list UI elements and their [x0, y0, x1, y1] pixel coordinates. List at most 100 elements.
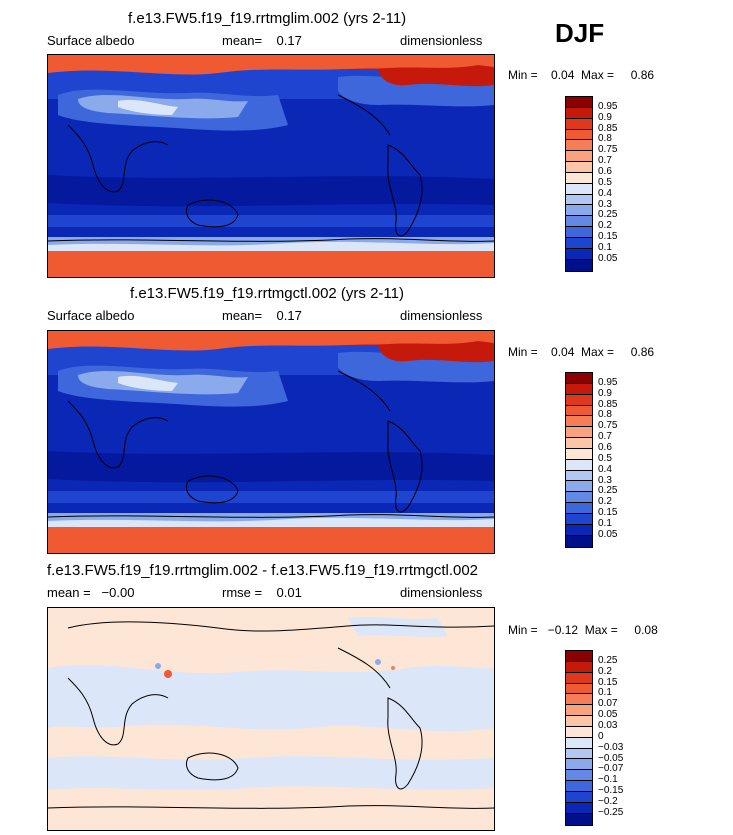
colorbar-swatch: [566, 140, 592, 152]
colorbar-level-label: 0.15: [598, 676, 618, 688]
colorbar-swatch: [566, 129, 592, 141]
colorbar-level-label: 0.1: [598, 517, 612, 529]
colorbar-swatch: [566, 651, 592, 662]
colorbar-level-label: 0.07: [598, 698, 618, 710]
colorbar-swatch: [566, 535, 592, 547]
colorbar-level-label: 0.9: [598, 111, 612, 123]
panel1-range: Min = 0.04 Max = 0.86: [508, 68, 655, 82]
colorbar-level-label: 0.4: [598, 463, 612, 475]
colorbar-level-label: 0.3: [598, 198, 612, 210]
colorbar-level-label: 0.3: [598, 474, 612, 486]
colorbar-level-label: 0.9: [598, 387, 612, 399]
colorbar-level-label: 0.15: [598, 507, 618, 519]
colorbar-level-label: −0.1: [598, 774, 618, 786]
colorbar-level-label: 0.85: [598, 122, 618, 134]
colorbar-swatch: [566, 383, 592, 395]
colorbar-swatch: [566, 216, 592, 228]
colorbar-level-label: 0.75: [598, 144, 618, 156]
colorbar-swatch: [566, 481, 592, 493]
colorbar-swatch: [566, 183, 592, 195]
colorbar-swatch: [566, 97, 592, 108]
colorbar-swatch: [566, 248, 592, 260]
colorbar-level-label: 0.2: [598, 665, 612, 677]
panel1-colorbar: [565, 96, 593, 272]
colorbar-level-label: 0.7: [598, 431, 612, 443]
colorbar-swatch: [566, 813, 592, 825]
colorbar-swatch: [566, 227, 592, 238]
panel3-mean: mean = −0.00: [47, 585, 135, 600]
colorbar-level-label: 0.6: [598, 441, 612, 453]
colorbar-level-label: 0.5: [598, 452, 612, 464]
season-label: DJF: [555, 18, 605, 48]
colorbar-level-label: 0.05: [598, 709, 618, 721]
colorbar-level-label: −0.07: [598, 763, 624, 775]
colorbar-level-label: 0.25: [598, 485, 618, 497]
colorbar-swatch: [566, 118, 592, 130]
colorbar-swatch: [566, 524, 592, 536]
panel1-stat: mean= 0.17: [222, 33, 302, 48]
colorbar-level-label: 0.2: [598, 220, 612, 232]
colorbar-level-label: 0.15: [598, 231, 618, 243]
colorbar-swatch: [566, 172, 592, 184]
colorbar-swatch: [566, 448, 592, 460]
difference-map: [48, 608, 494, 830]
colorbar-level-label: 0.03: [598, 719, 618, 731]
colorbar-swatch: [566, 405, 592, 417]
panel2-map: [47, 330, 495, 554]
colorbar-swatch: [566, 672, 592, 684]
colorbar-swatch: [566, 513, 592, 525]
colorbar-level-label: 0.95: [598, 376, 618, 388]
colorbar-swatch: [566, 716, 592, 727]
colorbar-swatch: [566, 503, 592, 514]
colorbar-level-label: −0.15: [598, 785, 624, 797]
colorbar-swatch: [566, 259, 592, 271]
colorbar-level-label: 0.1: [598, 241, 612, 253]
colorbar-swatch: [566, 162, 592, 173]
colorbar-swatch: [566, 661, 592, 673]
panel3-colorbar: [565, 650, 593, 826]
colorbar-swatch: [566, 237, 592, 249]
colorbar-level-label: 0.95: [598, 100, 618, 112]
colorbar-level-label: −0.03: [598, 741, 624, 753]
colorbar-level-label: 0.7: [598, 155, 612, 167]
colorbar-level-label: 0.8: [598, 133, 612, 145]
colorbar-level-label: 0.2: [598, 496, 612, 508]
colorbar-level-label: 0.1: [598, 687, 612, 699]
colorbar-swatch: [566, 705, 592, 717]
panel2-field: Surface albedo: [47, 308, 135, 323]
panel3-map: [47, 607, 495, 831]
colorbar-level-label: 0.25: [598, 209, 618, 221]
panel2-range: Min = 0.04 Max = 0.86: [508, 345, 655, 359]
colorbar-level-label: 0.75: [598, 420, 618, 432]
panel3-title: f.e13.FW5.f19_f19.rrtmglim.002 - f.e13.F…: [47, 562, 479, 579]
colorbar-level-label: 0.05: [598, 528, 618, 540]
colorbar-level-label: 0.5: [598, 176, 612, 188]
colorbar-swatch: [566, 194, 592, 206]
panel1-units: dimensionless: [400, 33, 483, 48]
colorbar-level-label: 0.05: [598, 252, 618, 264]
colorbar-swatch: [566, 802, 592, 814]
panel2-stat: mean= 0.17: [222, 308, 302, 323]
colorbar-level-label: 0: [598, 730, 604, 742]
colorbar-level-label: 0.85: [598, 398, 618, 410]
panel2-title: f.e13.FW5.f19_f19.rrtmgctl.002 (yrs 2-11…: [130, 285, 404, 302]
colorbar-level-label: −0.2: [598, 795, 618, 807]
colorbar-swatch: [566, 791, 592, 803]
panel1-title: f.e13.FW5.f19_f19.rrtmglim.002 (yrs 2-11…: [128, 10, 407, 27]
colorbar-swatch: [566, 737, 592, 749]
colorbar-swatch: [566, 427, 592, 439]
colorbar-swatch: [566, 726, 592, 738]
colorbar-level-label: 0.4: [598, 187, 612, 199]
colorbar-level-label: −0.25: [598, 806, 624, 818]
colorbar-swatch: [566, 470, 592, 482]
colorbar-level-label: 0.25: [598, 654, 618, 666]
colorbar-swatch: [566, 416, 592, 428]
panel1-map: [47, 54, 495, 278]
panel1-field: Surface albedo: [47, 33, 135, 48]
panel3-range: Min = −0.12 Max = 0.08: [508, 623, 658, 637]
colorbar-swatch: [566, 438, 592, 449]
colorbar-swatch: [566, 373, 592, 384]
colorbar-swatch: [566, 205, 592, 217]
panel3-rmse: rmse = 0.01: [222, 585, 302, 600]
colorbar-swatch: [566, 748, 592, 760]
